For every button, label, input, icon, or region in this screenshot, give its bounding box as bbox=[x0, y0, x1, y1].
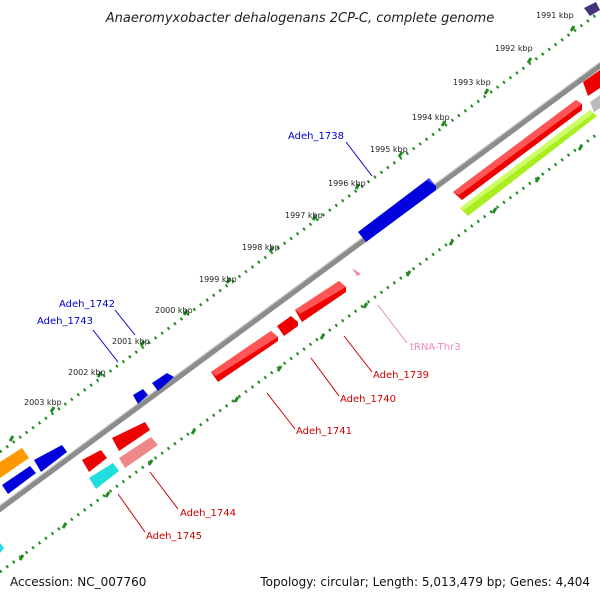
gene-red-edge[interactable] bbox=[583, 70, 600, 96]
inner-ticks bbox=[18, 144, 584, 561]
label-adeh-1741[interactable]: Adeh_1741 bbox=[296, 426, 352, 437]
gene-cyan-edge[interactable] bbox=[0, 543, 4, 553]
kbp-label: 1991 kbp bbox=[536, 11, 574, 20]
kbp-label: 1994 kbp bbox=[412, 113, 450, 122]
label-adeh-1742[interactable]: Adeh_1742 bbox=[59, 299, 115, 310]
gene-adeh-1738[interactable] bbox=[358, 180, 436, 242]
genome-summary-text: Topology: circular; Length: 5,013,479 bp… bbox=[259, 575, 590, 589]
gene-red-small[interactable] bbox=[82, 450, 107, 472]
label-adeh-1738[interactable]: Adeh_1738 bbox=[288, 131, 344, 142]
kbp-label: 1997 kbp bbox=[285, 211, 323, 220]
gene-adeh-1743[interactable] bbox=[133, 389, 148, 404]
gene-labels: Adeh_1738 Adeh_1742 Adeh_1743 tRNA-Thr3 … bbox=[37, 131, 461, 542]
label-trna-thr3[interactable]: tRNA-Thr3 bbox=[410, 342, 461, 353]
genome-backbone bbox=[0, 61, 600, 513]
gene-adeh-1742[interactable] bbox=[152, 373, 174, 391]
gene-pseudo[interactable] bbox=[119, 437, 158, 468]
outer-ticks bbox=[8, 25, 576, 442]
reverse-genes bbox=[0, 70, 600, 553]
kbp-label: 1993 kbp bbox=[453, 78, 491, 87]
map-title: Anaeromyxobacter dehalogenans 2CP-C, com… bbox=[105, 11, 494, 26]
gene-blue-left-1[interactable] bbox=[34, 445, 67, 472]
kbp-labels: 1991 kbp 1992 kbp 1993 kbp 1994 kbp 1995… bbox=[24, 11, 574, 407]
label-adeh-1745[interactable]: Adeh_1745 bbox=[146, 531, 202, 542]
label-adeh-1743[interactable]: Adeh_1743 bbox=[37, 316, 93, 327]
gene-orange[interactable] bbox=[0, 448, 29, 478]
kbp-label: 1995 kbp bbox=[370, 145, 408, 154]
gene-blue-left-2[interactable] bbox=[2, 466, 36, 494]
label-adeh-1744[interactable]: Adeh_1744 bbox=[180, 508, 236, 519]
accession-text: Accession: NC_007760 bbox=[10, 575, 146, 589]
label-adeh-1740[interactable]: Adeh_1740 bbox=[340, 394, 396, 405]
gene-trna-thr3[interactable] bbox=[352, 268, 361, 276]
gene-adeh-1744[interactable] bbox=[112, 422, 150, 451]
outer-ruler-line bbox=[0, 10, 600, 454]
inner-ruler-line bbox=[0, 130, 600, 574]
label-adeh-1739[interactable]: Adeh_1739 bbox=[373, 370, 429, 381]
kbp-label: 1998 kbp bbox=[242, 243, 280, 252]
gene-lime[interactable] bbox=[460, 110, 597, 216]
kbp-label: 2003 kbp bbox=[24, 398, 62, 407]
gene-grey-edge[interactable] bbox=[590, 95, 600, 112]
kbp-label: 1992 kbp bbox=[495, 44, 533, 53]
gene-adeh-1740[interactable] bbox=[277, 316, 298, 336]
kbp-label: 1996 kbp bbox=[328, 179, 366, 188]
leader-lines bbox=[92, 141, 408, 533]
kbp-label: 2001 kbp bbox=[112, 337, 150, 346]
marker-purple bbox=[584, 2, 600, 16]
kbp-label: 1999 kbp bbox=[199, 275, 237, 284]
kbp-label: 2000 kbp bbox=[155, 306, 193, 315]
kbp-label: 2002 kbp bbox=[68, 368, 106, 377]
forward-genes bbox=[0, 178, 436, 494]
gene-adeh-1745[interactable] bbox=[89, 463, 119, 489]
